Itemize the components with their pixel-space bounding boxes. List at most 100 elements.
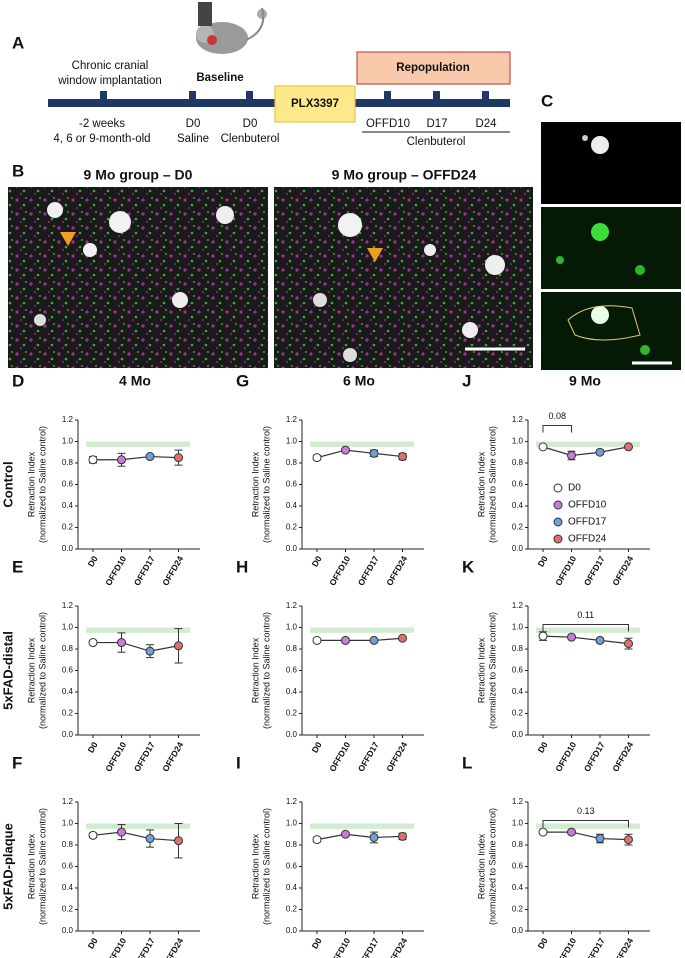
y-tick-label: 0.4 xyxy=(62,687,74,696)
x-tick-label: OFFD10 xyxy=(327,936,352,958)
x-tick-label: D0 xyxy=(310,740,324,755)
microscopy-image xyxy=(541,207,681,289)
y-tick-label: 0.2 xyxy=(62,905,74,914)
x-tick-label: OFFD24 xyxy=(160,554,185,587)
y-tick-label: 0.8 xyxy=(62,458,74,467)
y-tick-label: 0.0 xyxy=(512,926,524,935)
data-point xyxy=(369,448,379,458)
panel-letter: G xyxy=(236,371,249,390)
panel-letter: B xyxy=(12,161,24,180)
x-tick-label: OFFD17 xyxy=(132,740,157,773)
data-point xyxy=(595,834,605,844)
y-tick-label: 0.2 xyxy=(512,709,524,718)
data-point xyxy=(145,646,155,656)
y-axis-label: Retraction Index xyxy=(26,637,36,703)
data-point xyxy=(538,631,548,641)
y-axis-label: Retraction Index xyxy=(476,833,486,899)
annotation: 0.11 xyxy=(577,610,594,620)
reference-band xyxy=(536,627,640,633)
significance-bracket xyxy=(542,425,572,433)
line-chart: E 5xFAD-distal Retraction Index (normalized… xyxy=(0,557,200,773)
x-tick-label: OFFD24 xyxy=(160,936,185,958)
data-line xyxy=(316,449,403,459)
y-tick-label: 0.2 xyxy=(512,905,524,914)
data-point xyxy=(88,830,98,840)
y-tick-label: 0.0 xyxy=(512,544,524,553)
x-tick-label: OFFD17 xyxy=(356,554,381,587)
data-point xyxy=(117,455,126,465)
legend-marker xyxy=(553,517,563,527)
y-axis-label: Retraction Index xyxy=(250,833,260,899)
y-tick-label: 0.2 xyxy=(286,709,298,718)
y-tick-label: 0.4 xyxy=(286,501,298,510)
row-label: 5xFAD-plaque xyxy=(0,823,15,910)
y-tick-label: 1.2 xyxy=(512,797,524,806)
drug-box xyxy=(274,85,356,123)
y-tick-label: 0.0 xyxy=(286,544,298,553)
legend-marker xyxy=(553,500,563,510)
data-point xyxy=(145,452,155,462)
y-tick-label: 1.0 xyxy=(286,819,298,828)
x-tick-label: D0 xyxy=(536,936,550,951)
y-tick-label: 0.8 xyxy=(62,840,74,849)
y-tick-label: 1.2 xyxy=(512,415,524,424)
y-tick-label: 0.6 xyxy=(512,480,524,489)
x-tick-label: OFFD24 xyxy=(610,554,635,587)
legend-marker xyxy=(553,483,563,493)
y-tick-label: 1.0 xyxy=(62,437,74,446)
y-axis-label: Retraction Index xyxy=(250,451,260,517)
data-point xyxy=(117,638,126,648)
data-point xyxy=(398,452,407,462)
x-tick-label: D0 xyxy=(86,554,100,569)
data-point xyxy=(538,827,548,837)
reference-band xyxy=(310,441,414,447)
y-tick-label: 1.0 xyxy=(62,623,74,632)
reference-band xyxy=(310,823,414,829)
y-axis-label: (normalized to Saline control) xyxy=(487,426,497,543)
y-tick-label: 0.8 xyxy=(286,458,298,467)
data-point xyxy=(595,635,605,645)
data-point xyxy=(174,641,183,651)
y-axis-label: Retraction Index xyxy=(250,637,260,703)
x-tick-label: OFFD10 xyxy=(103,740,128,773)
data-point xyxy=(595,447,605,457)
x-tick-label: OFFD10 xyxy=(553,554,578,587)
x-tick-label: D0 xyxy=(86,740,100,755)
y-tick-label: 0.6 xyxy=(286,862,298,871)
y-tick-label: 0.6 xyxy=(62,480,74,489)
timeline-label: D0 xyxy=(243,118,258,130)
x-tick-label: OFFD10 xyxy=(103,554,128,587)
annotation: 0.13 xyxy=(577,806,595,816)
data-point xyxy=(567,827,576,837)
reference-band xyxy=(310,627,414,633)
y-axis-label: (normalized to Saline control) xyxy=(261,612,271,729)
microscopy-image xyxy=(274,187,533,368)
x-tick-label: OFFD24 xyxy=(610,740,635,773)
y-tick-label: 1.2 xyxy=(286,415,298,424)
x-tick-label: D0 xyxy=(86,936,100,951)
annotation: 0.08 xyxy=(548,411,566,421)
y-tick-label: 0.8 xyxy=(512,458,524,467)
y-tick-label: 0.2 xyxy=(62,709,74,718)
data-point xyxy=(567,632,576,642)
x-tick-label: OFFD24 xyxy=(384,554,409,587)
data-point xyxy=(398,633,407,643)
y-tick-label: 1.2 xyxy=(512,601,524,610)
y-axis-label: (normalized to Saline control) xyxy=(487,612,497,729)
timeline-label: Saline xyxy=(177,133,209,145)
panel-letter: I xyxy=(236,753,241,772)
data-point xyxy=(312,635,322,645)
y-tick-label: 0.6 xyxy=(62,666,74,675)
microscopy-image xyxy=(541,292,681,370)
microscopy-image xyxy=(541,122,681,204)
timeline-label: window implantation xyxy=(57,75,162,87)
y-axis-label: (normalized to Saline control) xyxy=(261,808,271,925)
y-tick-label: 0.6 xyxy=(286,480,298,489)
y-axis-label: (normalized to Saline control) xyxy=(37,426,47,543)
y-tick-label: 0.2 xyxy=(512,523,524,532)
chart-title: 6 Mo xyxy=(343,373,375,389)
drug-label: PLX3397 xyxy=(291,98,339,110)
line-chart: F 5xFAD-plaque Retraction Index (normalized… xyxy=(0,753,200,958)
data-point xyxy=(312,835,322,845)
